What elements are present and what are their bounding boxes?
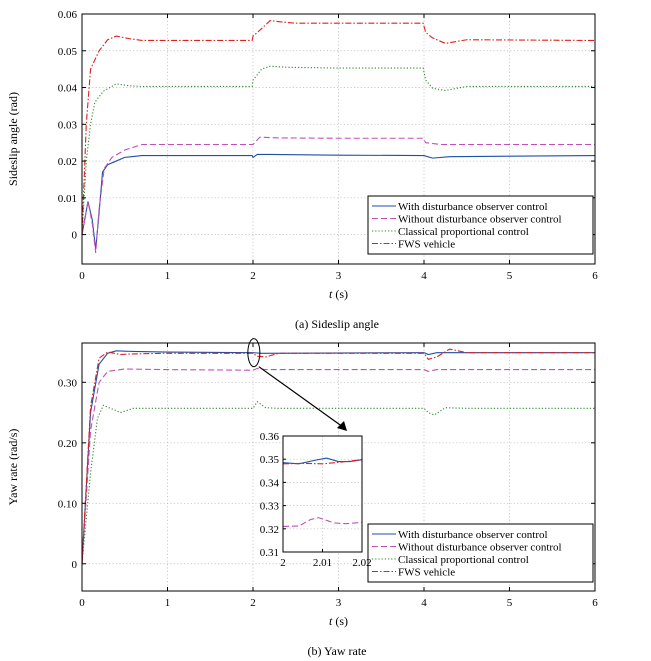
x-tick-label: 0 [79, 270, 85, 282]
series-line-fws-vehicle [81, 348, 595, 564]
series-line-without-disturbance-observer-control [81, 367, 595, 564]
legend-label: Classical proportional control [398, 554, 529, 566]
x-tick-label: 1 [165, 597, 171, 609]
series-line-without-disturbance-observer-control [81, 136, 595, 254]
y-tick-label: 0.05 [58, 46, 78, 58]
yaw-rate-panel: 0 1 2 3 4 5 6 0 0.10 0.20 0.30 t (s) Yaw rate (rad/s… [6, 338, 598, 628]
inset-y-tick-label: 0.33 [260, 501, 280, 513]
y-tick-label: 0.03 [58, 119, 78, 131]
zoom-inset: 2 2.01 2.02 0.31 0.32 0.33 0.34 0.35 0.36 [260, 431, 372, 569]
legend-label: With disturbance observer control [398, 201, 548, 213]
inset-y-tick-label: 0.32 [260, 524, 279, 536]
series-line-fws-vehicle [81, 20, 596, 235]
legend-box [367, 195, 594, 255]
zoom-arrow [258, 366, 344, 428]
y-axis-label: Yaw rate (rad/s) [6, 429, 20, 506]
x-tick-label: 4 [421, 597, 427, 609]
x-tick-label: 4 [421, 270, 427, 282]
legend-label: Without disturbance observer control [398, 542, 562, 554]
inset-y-tick-label: 0.35 [260, 454, 280, 466]
x-tick-label: 1 [165, 270, 171, 282]
x-tick-label: 5 [507, 270, 513, 282]
y-tick-label: 0.20 [58, 438, 78, 450]
x-tick-label: 3 [336, 597, 342, 609]
legend-label: Without disturbance observer control [398, 214, 562, 226]
x-tick-label: 6 [592, 597, 598, 609]
inset-y-tick-label: 0.31 [260, 547, 279, 559]
series-line-with-disturbance-observer-control [81, 350, 595, 564]
x-tick-label: 2 [250, 597, 256, 609]
y-tick-label: 0.06 [58, 9, 78, 21]
x-tick-label: 5 [507, 597, 513, 609]
legend-label: Classical proportional control [398, 226, 529, 238]
series-line-classical-proportional-control [81, 65, 595, 235]
y-axis-label: Sideslip angle (rad) [6, 92, 20, 186]
x-tick-label: 3 [336, 270, 342, 282]
x-tick-label: 6 [592, 270, 598, 282]
y-tick-label: 0 [72, 559, 78, 571]
inset-x-tick-label: 2 [280, 557, 286, 569]
inset-series-line-fws-vehicle [282, 459, 363, 465]
y-tick-label: 0 [72, 230, 78, 242]
x-axis-label: t (s) [329, 287, 348, 301]
legend-label: FWS vehicle [398, 239, 455, 251]
zoom-arrowhead [337, 421, 347, 431]
x-tick-label: 2 [250, 270, 256, 282]
x-axis-label: t (s) [329, 614, 348, 628]
caption-sideslip: (a) Sideslip angle [295, 317, 379, 331]
y-tick-label: 0.30 [58, 377, 78, 389]
inset-series-line-without-disturbance-observer-control [282, 517, 363, 528]
legend-label: FWS vehicle [398, 567, 455, 579]
inset-y-tick-label: 0.36 [260, 431, 280, 443]
y-tick-label: 0.02 [58, 156, 77, 168]
legend-label: With disturbance observer control [398, 529, 548, 541]
zoom-region-marker [247, 338, 261, 368]
inset-x-tick-label: 2.02 [352, 557, 371, 569]
inset-y-tick-label: 0.34 [260, 477, 280, 489]
y-tick-label: 0.10 [58, 498, 78, 510]
y-tick-label: 0.04 [58, 83, 78, 95]
caption-yaw-rate: (b) Yaw rate [308, 644, 367, 658]
x-tick-label: 0 [79, 597, 85, 609]
inset-x-tick-label: 2.01 [313, 557, 332, 569]
legend-box [367, 523, 594, 583]
sideslip-angle-panel: 0 1 2 3 4 5 6 0 0.01 0.02 0.03 0.04 0.05 0.06 t (s) Sid… [6, 9, 598, 301]
y-tick-label: 0.01 [58, 193, 77, 205]
